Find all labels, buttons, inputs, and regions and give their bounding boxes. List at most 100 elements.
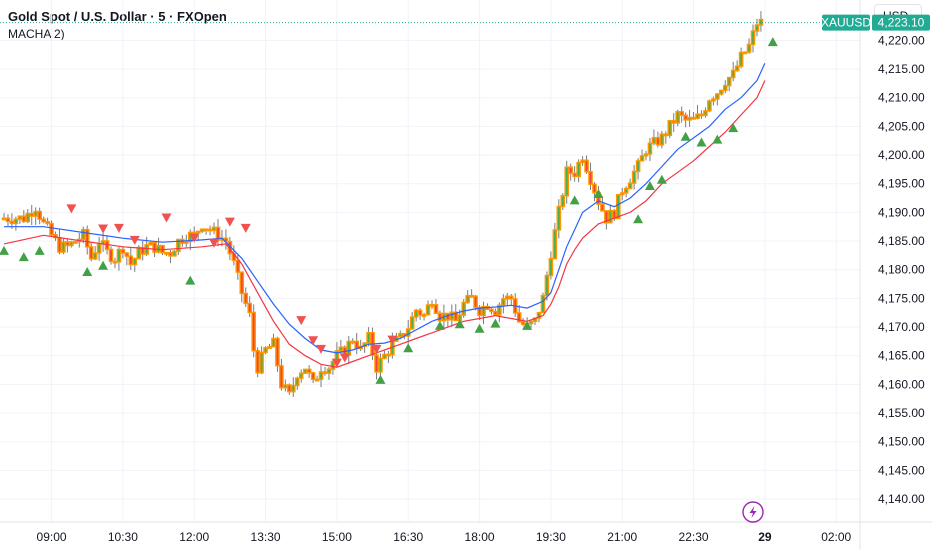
candle-body [164, 251, 169, 255]
candle-body [497, 304, 502, 316]
candle-body [481, 305, 486, 317]
candle-body [235, 259, 241, 273]
candle-body [283, 384, 288, 389]
candle-body [25, 212, 31, 223]
candle-body [718, 89, 724, 95]
sell-signal-icon [387, 335, 398, 345]
candle-body [116, 248, 122, 263]
candle-body [695, 113, 700, 120]
sell-signal-icon [224, 217, 235, 227]
candle-body [738, 51, 744, 67]
candle-body [80, 228, 86, 241]
candle-body [275, 337, 280, 367]
candle-body [576, 161, 581, 178]
candle-body [691, 116, 696, 120]
candle-body [45, 220, 50, 225]
candle-body [247, 302, 253, 314]
candle-body [754, 24, 760, 32]
candle-body [84, 228, 90, 248]
buy-signal-icon [0, 245, 9, 255]
candle-body [477, 306, 482, 317]
candle-body [493, 310, 498, 316]
candle-body [128, 255, 134, 266]
candle-body [132, 257, 138, 266]
candle-body [635, 160, 641, 173]
candle-body [354, 340, 360, 350]
candle-body [199, 228, 205, 233]
candle-body [96, 243, 102, 254]
candle-body [49, 222, 54, 236]
lightning-icon[interactable] [742, 501, 764, 523]
candle-body [29, 212, 35, 217]
candle-body [326, 368, 332, 374]
candle-body [433, 304, 439, 314]
candle-body [290, 384, 296, 393]
candle-body [152, 241, 157, 253]
buy-signal-icon [474, 323, 485, 333]
candle-body [413, 309, 419, 318]
buy-signal-icon [18, 252, 29, 262]
candle-body [263, 347, 268, 354]
price-tick-label: 4,200.00 [878, 148, 925, 162]
candle-body [382, 353, 387, 360]
candle-body [461, 301, 467, 316]
candle-body [5, 217, 11, 223]
indicator-label[interactable]: MACHA 2) [8, 27, 65, 41]
candle-body [144, 244, 149, 255]
sell-signal-icon [240, 223, 251, 233]
buy-signal-icon [656, 174, 667, 184]
candle-body [108, 248, 114, 263]
candle-body [699, 113, 704, 117]
candle-body [453, 311, 459, 322]
buy-signal-icon [34, 245, 45, 255]
price-tick-label: 4,150.00 [878, 435, 925, 449]
candle-body [528, 320, 534, 325]
candle-body [183, 240, 189, 244]
price-tick-label: 4,220.00 [878, 33, 925, 47]
candle-body [679, 110, 684, 116]
candle-body [243, 292, 249, 305]
time-axis: 09:00 10:30 12:00 13:30 15:00 16:30 18:00 19:30… [37, 530, 852, 544]
candle-body [9, 220, 15, 225]
candle-body [473, 295, 478, 309]
candle-body [707, 100, 712, 112]
candle-body [112, 260, 118, 264]
buy-signal-icon [403, 343, 414, 353]
sell-signal-icon [296, 316, 307, 326]
candle-body [734, 65, 740, 72]
candle-body [409, 316, 415, 330]
time-tick-label: 02:00 [821, 530, 851, 544]
price-tick-label: 4,215.00 [878, 62, 925, 76]
candle-body [203, 228, 209, 232]
candle-body [489, 308, 494, 313]
candle-body [623, 187, 629, 194]
price-tick-label: 4,180.00 [878, 263, 925, 277]
buy-signal-icon [569, 195, 580, 205]
buy-signal-icon [633, 214, 644, 224]
time-tick-label: 09:00 [37, 530, 67, 544]
candle-body [92, 252, 98, 260]
candle-body [322, 371, 328, 375]
price-tick-label: 4,155.00 [878, 406, 925, 420]
sell-signal-icon [129, 235, 140, 245]
candle-body [548, 257, 554, 277]
candle-body [564, 166, 570, 197]
candle-body [659, 133, 665, 146]
candle-body [746, 43, 752, 53]
sell-signal-icon [161, 213, 172, 223]
candle-body [508, 295, 514, 300]
sell-signal-icon [316, 344, 327, 354]
time-tick-label: 29 [758, 530, 772, 544]
ma-slow-line [3, 80, 766, 368]
time-tick-label: 12:00 [179, 530, 209, 544]
candle-body [287, 384, 292, 393]
time-tick-label: 22:30 [679, 530, 709, 544]
candle-body [346, 340, 352, 356]
candle-body [405, 328, 411, 337]
candle-body [600, 203, 605, 212]
candle-body [378, 357, 383, 373]
candle-body [726, 76, 732, 87]
candle-body [302, 368, 308, 374]
candle-body [730, 69, 736, 79]
